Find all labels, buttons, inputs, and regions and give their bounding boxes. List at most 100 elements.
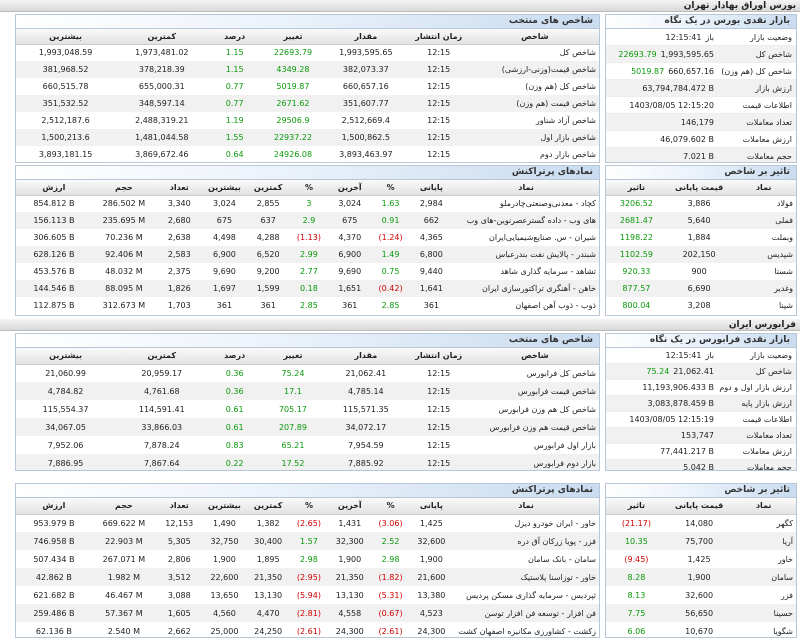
glance-value: 1403/08/05 12:15:19 bbox=[606, 415, 714, 424]
glance-label: شاخص کل (هم وزن) bbox=[721, 66, 792, 76]
value-cell: 1.15 bbox=[225, 48, 244, 58]
column-header: کمترین bbox=[115, 29, 209, 45]
table-row: وبملت 1,884 1198.22 bbox=[606, 229, 796, 246]
value-cell: 1,884 bbox=[687, 233, 711, 242]
glance-label: ارزش بازار اول و دوم bbox=[719, 383, 792, 392]
table-body: کچاد - معدنی‌وصنعتی‌چادرملو 2,984 1.63 3,02… bbox=[16, 195, 599, 314]
table-row: شگویا 10,670 6.06 bbox=[606, 622, 796, 637]
value: 153,747 bbox=[680, 431, 714, 440]
value-cell: 24,250 bbox=[254, 626, 283, 636]
column-header: تغییر bbox=[260, 29, 326, 45]
table-row: کگهر 14,080 (21.17) bbox=[606, 514, 796, 532]
glance-panel: بازار نقدی بورس در یک نگاه وضعیت بازار 12:… bbox=[605, 14, 797, 163]
indices-panel: شاخص های منتخب شاخص زمان انتشار مقدار تغییر د… bbox=[15, 14, 600, 163]
value-cell: 114,591.41 bbox=[138, 404, 185, 414]
value-cell: 24,300 bbox=[417, 626, 446, 636]
value: 77,441.217 B bbox=[660, 447, 714, 456]
value-cell: 1,425 bbox=[687, 554, 711, 564]
panel-title: شاخص های منتخب bbox=[16, 15, 599, 29]
glance-value: 1403/08/05 12:15:20 bbox=[606, 101, 714, 110]
value-cell: (5.94) bbox=[296, 590, 321, 600]
table-head: نماد قیمت پایانی تاثیر bbox=[606, 498, 796, 515]
value-cell: 662 bbox=[409, 212, 454, 229]
symbol-cell: حسینا bbox=[731, 604, 796, 622]
value-cell: 854.812 B bbox=[33, 199, 75, 209]
indices-panel: شاخص های منتخب شاخص زمان انتشار مقدار تغییر د… bbox=[15, 333, 600, 471]
value: 11,193,906.433 B bbox=[642, 383, 714, 392]
column-header: زمان انتشار bbox=[406, 29, 471, 45]
symbol-cell: سامان - بانک سامان bbox=[527, 554, 596, 564]
value-cell: 1.15 bbox=[208, 61, 261, 78]
table-row: شیران - س. صنایع‌شیمیایی‌ایران 4,365 (1.24… bbox=[16, 229, 599, 246]
value-cell: 4,365 bbox=[419, 233, 443, 242]
value-cell: 2,638 bbox=[167, 233, 191, 242]
value-cell: 8.13 bbox=[627, 590, 646, 600]
value-cell: 3,893,463.97 bbox=[339, 150, 393, 159]
value-cell: 1,900 bbox=[419, 554, 443, 564]
table-head: نماد پایانی% آخرین% کمترین بیشترین تعداد حجم ار… bbox=[16, 180, 599, 196]
value-cell: (3.06) bbox=[378, 518, 403, 528]
value-cell: 660,657.16 bbox=[342, 82, 389, 91]
table-row: وغدیر 6,690 877.57 bbox=[606, 280, 796, 297]
value-cell: (9.45) bbox=[624, 554, 649, 564]
value: 1403/08/05 12:15:20 bbox=[629, 100, 714, 110]
value-cell: 202,150 bbox=[666, 246, 732, 263]
table-row: شاخص قیمت(وزنی-ارزشی) 12:15 382,073.37 4349… bbox=[16, 61, 599, 78]
value-cell: (1.13) bbox=[296, 233, 321, 242]
symbol-cell: سامان bbox=[731, 568, 796, 586]
column-header: تاثیر bbox=[606, 498, 667, 515]
value-cell: 22937.22 bbox=[260, 129, 326, 146]
value-cell: 669.622 M bbox=[102, 518, 146, 528]
value-cell: 2.9 bbox=[290, 212, 328, 229]
value-cell: 1.63 bbox=[381, 199, 400, 209]
symbol-cell: شاخص بازار اول bbox=[470, 129, 599, 146]
table-body: خاور - ایران خودرو دیزل 1,425 (3.06) 1,431 (… bbox=[16, 514, 599, 637]
impact-panel: تاثیر بر شاخص نماد قیمت پایانی تاثیر فولاد 3,… bbox=[605, 165, 797, 316]
glance-label: اطلاعات قیمت bbox=[742, 415, 792, 424]
value-cell: 2,375 bbox=[167, 267, 191, 276]
glance-label: ارزش بازار bbox=[755, 83, 792, 93]
value-cell: 2.99 bbox=[290, 246, 328, 263]
value-cell: 1,651 bbox=[327, 280, 372, 297]
value-cell: 6.06 bbox=[627, 626, 646, 636]
column-header: تاثیر bbox=[606, 180, 667, 196]
column-header: مقدار bbox=[325, 29, 407, 45]
table-head: شاخص زمان انتشار مقدار تغییر درصد کمترین بیشتر… bbox=[16, 348, 599, 365]
symbol-cell: شاخص آزاد شناور bbox=[535, 116, 596, 125]
value-cell: 655,000.31 bbox=[138, 82, 185, 91]
value-cell: 2.85 bbox=[381, 301, 400, 310]
value-cell: 9,690 bbox=[338, 267, 362, 276]
value-cell: 705.17 bbox=[278, 404, 307, 414]
column-header: نماد bbox=[731, 498, 796, 515]
value-cell: 2,583 bbox=[155, 246, 203, 263]
value-cell: 746.958 B bbox=[16, 532, 92, 550]
table-body: فولاد 3,886 3206.52 فملی 5,640 2681.47 وبملت 1,… bbox=[606, 195, 796, 314]
value-cell: 34,067.05 bbox=[16, 418, 116, 436]
table-head: نماد قیمت پایانی تاثیر bbox=[606, 180, 796, 196]
column-header: آخرین bbox=[327, 498, 372, 515]
value-cell: 1,895 bbox=[256, 554, 280, 564]
header-bar: بورس اوراق بهادار تهران bbox=[0, 0, 800, 12]
impact-table: نماد قیمت پایانی تاثیر کگهر 14,080 (21.17) آری… bbox=[606, 498, 796, 637]
table-row: سامان 1,900 8.28 bbox=[606, 568, 796, 586]
value-cell: 0.61 bbox=[225, 404, 244, 414]
value-cell: 2,984 bbox=[419, 199, 443, 209]
value-cell: 4,560 bbox=[202, 604, 247, 622]
value-cell: 13,380 bbox=[417, 590, 446, 600]
glance-row: ارزش بازار 63,794,784.472 B bbox=[606, 80, 796, 97]
indices-table: شاخص زمان انتشار مقدار تغییر درصد کمترین بیشتر… bbox=[16, 348, 599, 470]
value-cell: 2,855 bbox=[256, 199, 280, 209]
glance-value: 46,079.602 B bbox=[606, 135, 714, 144]
value-cell: 628.126 B bbox=[16, 246, 92, 263]
section-bar: فرابورس ایران bbox=[0, 319, 800, 331]
symbol-cell: خاور - ایران خودرو دیزل bbox=[514, 518, 596, 528]
value: 1403/08/05 12:15:19 bbox=[629, 415, 714, 424]
value-cell: 21,350 bbox=[246, 568, 291, 586]
value-cell: 65.21 bbox=[281, 440, 305, 450]
symbol-cell: کگهر bbox=[776, 518, 793, 528]
value-cell: 1,605 bbox=[155, 604, 203, 622]
value-cell: 92.406 M bbox=[91, 246, 156, 263]
value-cell: 6,900 bbox=[202, 246, 247, 263]
column-header: % bbox=[290, 498, 328, 515]
